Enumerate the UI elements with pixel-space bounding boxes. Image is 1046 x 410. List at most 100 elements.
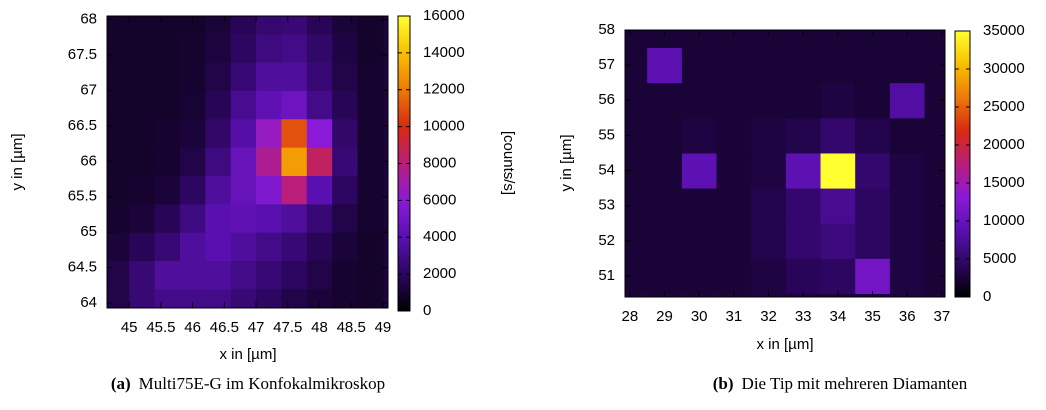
heatmap-cell <box>154 62 181 91</box>
heatmap-cell <box>107 118 130 148</box>
heatmap-cell <box>647 152 683 189</box>
heatmap-cell <box>889 47 926 84</box>
heatmap-cell <box>647 258 683 294</box>
heatmap-cell <box>107 16 130 35</box>
heatmap-cell <box>306 33 333 63</box>
heatmap-cell <box>924 223 945 259</box>
heatmap-cell <box>107 147 130 176</box>
colorbar-tick-label: 0 <box>423 302 431 319</box>
heatmap-cell <box>357 203 384 233</box>
colorbar-tick-label: 4000 <box>423 228 456 245</box>
x-tick-label: 45 <box>121 319 138 336</box>
heatmap-cell <box>785 47 822 84</box>
heatmap-cell <box>681 188 718 224</box>
x-tick-label: 45.5 <box>146 319 175 336</box>
heatmap-cell <box>179 90 206 120</box>
colorbar-tick-label: 30000 <box>983 60 1025 77</box>
heatmap-cell <box>625 258 648 294</box>
x-tick-label: 30 <box>691 308 708 325</box>
colorbar-tick-label: 12000 <box>423 81 465 98</box>
colorbar-tick-label: 0 <box>983 288 991 305</box>
plot-frame <box>106 15 389 309</box>
heatmap <box>107 16 384 308</box>
x-tick-label: 48.5 <box>337 319 366 336</box>
heatmap-cell <box>332 33 359 63</box>
heatmap-cell <box>889 188 926 224</box>
heatmap-cell <box>751 47 787 84</box>
heatmap-cell <box>681 152 718 189</box>
heatmap-cell <box>179 62 206 91</box>
heatmap-cell <box>107 232 130 262</box>
heatmap-cell <box>230 288 257 308</box>
heatmap-cell <box>332 90 359 120</box>
heatmap-cell <box>306 203 333 233</box>
y-tick-label: 65 <box>80 223 97 240</box>
heatmap-cell <box>179 147 206 176</box>
heatmap-cell <box>256 16 282 35</box>
heatmap <box>625 30 945 294</box>
heatmap-cell <box>306 260 333 290</box>
heatmap-cell <box>332 16 359 35</box>
heatmap-cell <box>820 188 856 224</box>
heatmap-cell <box>256 288 282 308</box>
x-tick-label: 29 <box>656 308 673 325</box>
heatmap-cell <box>205 16 232 35</box>
heatmap-cell <box>681 82 718 119</box>
colorbar-tick-label: 2000 <box>423 265 456 282</box>
heatmap-cell <box>751 258 787 294</box>
heatmap-cell <box>785 30 822 49</box>
x-tick-label: 49 <box>375 319 392 336</box>
heatmap-cell <box>924 188 945 224</box>
heatmap-cell <box>107 175 130 205</box>
heatmap-cell <box>820 30 856 49</box>
heatmap-cell <box>716 117 752 154</box>
heatmap-cell <box>751 82 787 119</box>
heatmap-cell <box>205 90 232 120</box>
x-tick-label: 33 <box>795 308 812 325</box>
heatmap-cell <box>179 260 206 290</box>
y-tick-label: 64 <box>80 294 97 311</box>
heatmap-cell <box>332 232 359 262</box>
heatmap-cell <box>256 232 282 262</box>
heatmap-cell <box>154 118 181 148</box>
heatmap-cell <box>716 258 752 294</box>
heatmap-cell <box>889 258 926 294</box>
heatmap-cell <box>154 288 181 308</box>
heatmap-cell <box>205 33 232 63</box>
caption-text: Multi75E-G im Konfokalmikroskop <box>139 374 385 393</box>
heatmap-cell <box>281 90 308 120</box>
x-tick-label: 48 <box>311 319 328 336</box>
heatmap-cell <box>129 90 156 120</box>
heatmap-cell <box>855 258 891 294</box>
heatmap-cell <box>230 62 257 91</box>
heatmap-cell <box>681 117 718 154</box>
heatmap-cell <box>889 117 926 154</box>
heatmap-cell <box>256 62 282 91</box>
heatmap-cell <box>785 188 822 224</box>
heatmap-cell <box>281 16 308 35</box>
heatmap-cell <box>230 203 257 233</box>
heatmap-cell <box>281 62 308 91</box>
heatmap-cell <box>332 147 359 176</box>
heatmap-cell <box>281 175 308 205</box>
heatmap-cell <box>306 175 333 205</box>
heatmap-cell <box>332 62 359 91</box>
heatmap-cell <box>281 33 308 63</box>
heatmap-cell <box>230 232 257 262</box>
heatmap-cell <box>129 175 156 205</box>
colorbar-tick-label: 20000 <box>983 136 1025 153</box>
x-tick-label: 47 <box>248 319 265 336</box>
heatmap-cell <box>154 90 181 120</box>
heatmap-cell <box>924 258 945 294</box>
heatmap-cell <box>154 33 181 63</box>
heatmap-cell <box>256 203 282 233</box>
x-tick-label: 32 <box>760 308 777 325</box>
heatmap-cell <box>716 188 752 224</box>
heatmap-cell <box>281 203 308 233</box>
heatmap-cell <box>281 260 308 290</box>
heatmap-cell <box>855 30 891 49</box>
heatmap-cell <box>179 118 206 148</box>
y-axis-label: y in [µm] <box>9 134 26 191</box>
heatmap-cell <box>647 82 683 119</box>
y-tick-label: 64.5 <box>68 259 97 276</box>
